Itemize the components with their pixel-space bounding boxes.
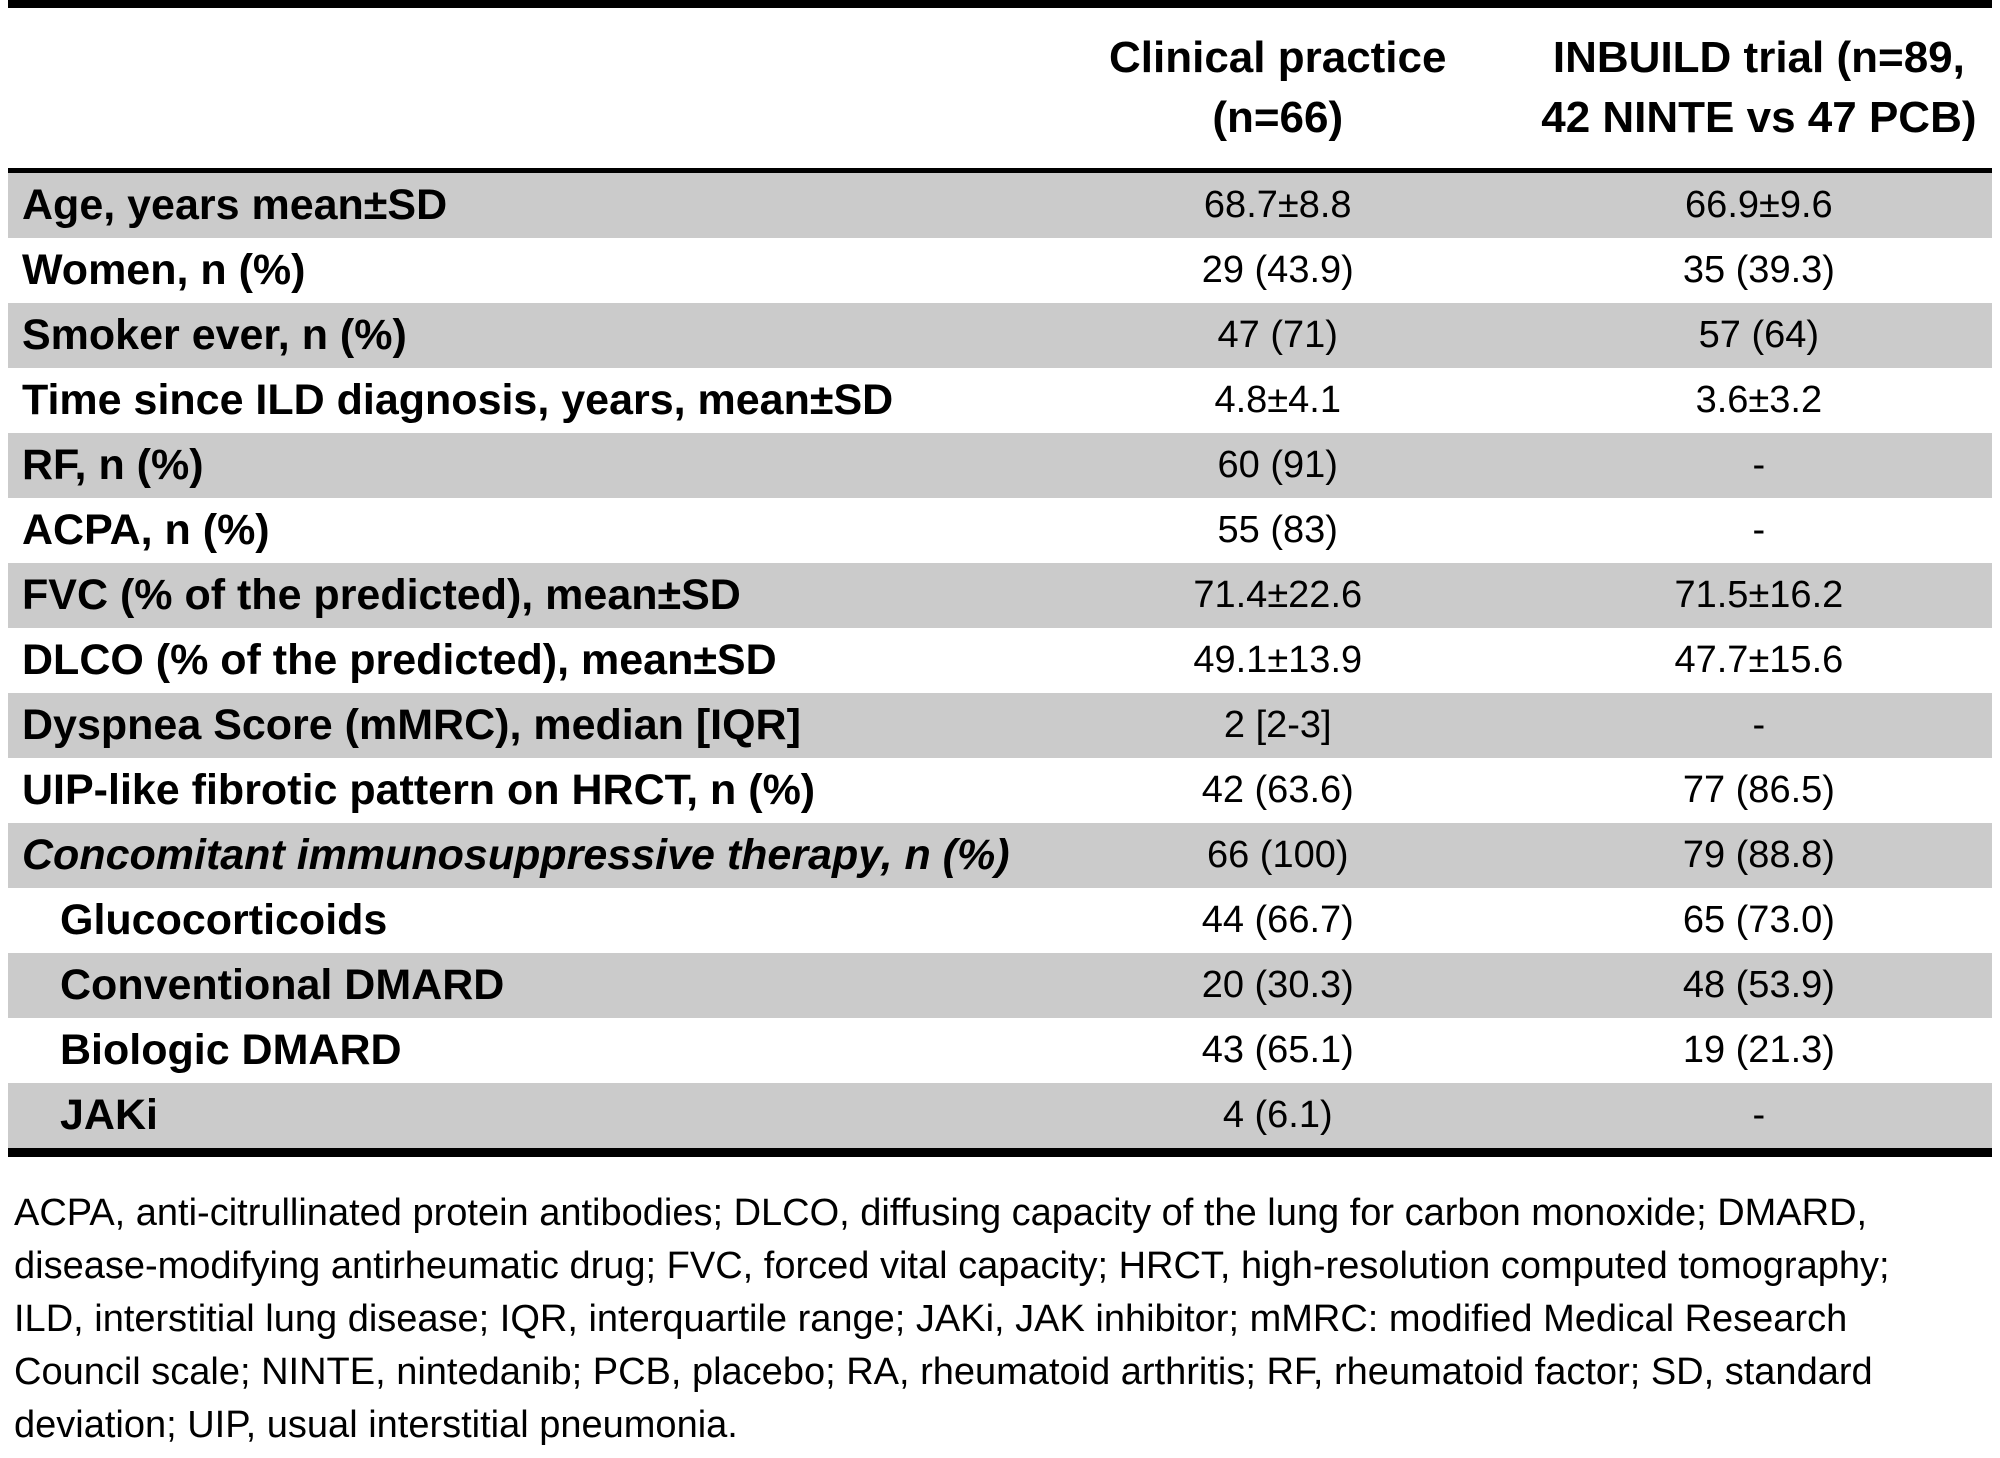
- table-row: DLCO (% of the predicted), mean±SD 49.1±…: [8, 628, 1992, 693]
- clinical-practice-value: 47 (71): [1217, 314, 1338, 356]
- row-label: Conventional DMARD: [60, 961, 505, 1009]
- column-header-inbuild-trial: INBUILD trial (n=89, 42 NINTE vs 47 PCB): [1525, 4, 1992, 173]
- table-row: FVC (% of the predicted), mean±SD 71.4±2…: [8, 563, 1992, 628]
- inbuild-trial-value: 48 (53.9): [1682, 964, 1835, 1006]
- table-row: Time since ILD diagnosis, years, mean±SD…: [8, 368, 1992, 433]
- header-row: Clinical practice (n=66) INBUILD trial (…: [8, 4, 1992, 173]
- baseline-characteristics-table: Clinical practice (n=66) INBUILD trial (…: [8, 0, 1992, 1157]
- table-row: RF, n (%) 60 (91) -: [8, 433, 1992, 498]
- inbuild-trial-value: -: [1752, 444, 1766, 486]
- row-label: Time since ILD diagnosis, years, mean±SD: [22, 376, 894, 424]
- table-row: UIP-like fibrotic pattern on HRCT, n (%)…: [8, 758, 1992, 823]
- clinical-practice-value: 60 (91): [1217, 444, 1338, 486]
- row-label: Age, years mean±SD: [22, 181, 448, 229]
- inbuild-trial-value: 77 (86.5): [1682, 769, 1835, 811]
- inbuild-trial-value: 65 (73.0): [1682, 899, 1835, 941]
- row-label: UIP-like fibrotic pattern on HRCT, n (%): [22, 766, 816, 814]
- table-row: Biologic DMARD 43 (65.1) 19 (21.3): [8, 1018, 1992, 1083]
- inbuild-trial-value: 57 (64): [1698, 314, 1820, 356]
- row-label: FVC (% of the predicted), mean±SD: [22, 571, 741, 619]
- table-row: ACPA, n (%) 55 (83) -: [8, 498, 1992, 563]
- inbuild-trial-value: 71.5±16.2: [1674, 574, 1844, 616]
- table-row: Smoker ever, n (%) 47 (71) 57 (64): [8, 303, 1992, 368]
- clinical-practice-value: 42 (63.6): [1201, 769, 1354, 811]
- clinical-practice-value: 20 (30.3): [1201, 964, 1354, 1006]
- row-label: RF, n (%): [22, 441, 204, 489]
- inbuild-trial-value: 66.9±9.6: [1685, 184, 1833, 226]
- table-row: JAKi 4 (6.1) -: [8, 1083, 1992, 1157]
- row-label: Dyspnea Score (mMRC), median [IQR]: [22, 701, 801, 749]
- clinical-practice-value: 49.1±13.9: [1193, 639, 1363, 681]
- row-label: JAKi: [8, 1083, 1030, 1157]
- clinical-practice-value: 29 (43.9): [1201, 249, 1354, 291]
- table-row: Conventional DMARD 20 (30.3) 48 (53.9): [8, 953, 1992, 1018]
- header-empty-cell: [8, 4, 1030, 173]
- row-label: Biologic DMARD: [60, 1026, 402, 1074]
- inbuild-trial-value: 47.7±15.6: [1674, 639, 1844, 681]
- row-label: Glucocorticoids: [60, 896, 388, 944]
- row-label: Smoker ever, n (%): [22, 311, 407, 359]
- row-label: Women, n (%): [22, 246, 306, 294]
- inbuild-trial-value: -: [1752, 509, 1766, 551]
- row-label: Concomitant immunosuppressive therapy, n…: [22, 831, 1010, 879]
- table-row: Glucocorticoids 44 (66.7) 65 (73.0): [8, 888, 1992, 953]
- inbuild-trial-value: 79 (88.8): [1682, 834, 1835, 876]
- clinical-practice-value: 4 (6.1): [1029, 1083, 1526, 1157]
- clinical-practice-value: 71.4±22.6: [1193, 574, 1363, 616]
- clinical-practice-value: 55 (83): [1217, 509, 1338, 551]
- clinical-practice-value: 4.8±4.1: [1214, 379, 1341, 421]
- row-label: DLCO (% of the predicted), mean±SD: [22, 636, 777, 684]
- table-header: Clinical practice (n=66) INBUILD trial (…: [8, 4, 1992, 173]
- table-row: Dyspnea Score (mMRC), median [IQR] 2 [2-…: [8, 693, 1992, 758]
- clinical-practice-value: 68.7±8.8: [1203, 184, 1352, 226]
- inbuild-trial-value: -: [1752, 704, 1766, 746]
- abbreviations-footnote: ACPA, anti-citrullinated protein antibod…: [14, 1192, 1890, 1446]
- table-row: Women, n (%) 29 (43.9) 35 (39.3): [8, 238, 1992, 303]
- clinical-practice-value: 44 (66.7): [1201, 899, 1354, 941]
- clinical-practice-value: 43 (65.1): [1201, 1029, 1354, 1071]
- clinical-practice-value: 2 [2-3]: [1223, 704, 1332, 746]
- row-label: ACPA, n (%): [22, 506, 270, 554]
- table-body: Age, years mean±SD 68.7±8.8 66.9±9.6 Wom…: [8, 170, 1992, 1157]
- clinical-practice-value: 66 (100): [1206, 834, 1349, 876]
- inbuild-trial-value: -: [1525, 1083, 1992, 1157]
- table-row: Concomitant immunosuppressive therapy, n…: [8, 823, 1992, 888]
- inbuild-trial-value: 19 (21.3): [1682, 1029, 1835, 1071]
- table-row: Age, years mean±SD 68.7±8.8 66.9±9.6: [8, 170, 1992, 238]
- inbuild-trial-value: 3.6±3.2: [1695, 379, 1823, 421]
- inbuild-trial-value: 35 (39.3): [1682, 249, 1835, 291]
- column-header-clinical-practice: Clinical practice (n=66): [1029, 4, 1526, 173]
